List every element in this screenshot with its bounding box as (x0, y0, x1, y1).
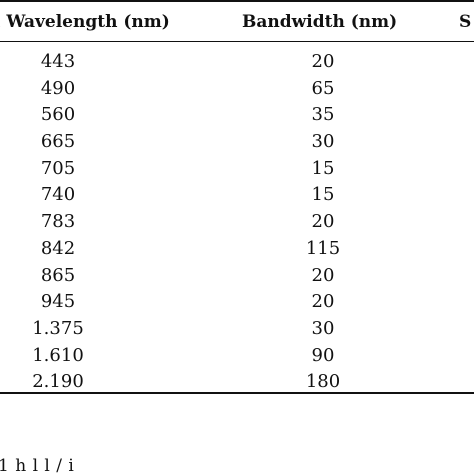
bandwidth-cell: 20 (311, 211, 335, 233)
table-row: 842 115 (0, 236, 474, 263)
wavelength-cell: 865 (40, 264, 76, 286)
table-body: 443 20 490 65 560 35 665 30 705 15 740 15 783 20 842 11… (0, 49, 474, 396)
table-row: 560 35 (0, 102, 474, 129)
table-row: 665 30 (0, 129, 474, 156)
header-third-column: S (459, 12, 472, 32)
wavelength-cell: 560 (40, 104, 76, 126)
header-bandwidth: Bandwidth (nm) (242, 12, 398, 32)
header-wavelength: l Wavelength (nm) (0, 12, 170, 32)
bandwidth-cell: 180 (305, 371, 341, 393)
wavelength-cell: 842 (40, 237, 76, 259)
table-row: 865 20 (0, 263, 474, 290)
bandwidth-cell: 30 (311, 131, 335, 153)
wavelength-cell: 2.190 (32, 371, 84, 393)
wavelength-cell: 740 (40, 184, 76, 206)
table-row: 783 20 (0, 209, 474, 236)
table-row: 1.375 30 (0, 316, 474, 343)
table-row: 740 15 (0, 182, 474, 209)
table-row: 945 20 (0, 289, 474, 316)
table-header-rule (0, 41, 474, 42)
wavelength-cell: 665 (40, 131, 76, 153)
table-row: 705 15 (0, 156, 474, 183)
wavelength-cell: 1.610 (32, 344, 84, 366)
table-row: 1.610 90 (0, 343, 474, 370)
bandwidth-cell: 90 (311, 344, 335, 366)
table-row: 490 65 (0, 76, 474, 103)
table-row: 443 20 (0, 49, 474, 76)
bandwidth-cell: 30 (311, 317, 335, 339)
bandwidth-cell: 20 (311, 264, 335, 286)
bandwidth-cell: 20 (311, 291, 335, 313)
table-bottom-rule (0, 392, 474, 394)
bandwidth-cell: 15 (311, 184, 335, 206)
wavelength-cell: 783 (40, 211, 76, 233)
caption-fragment: 1 h l l / i (0, 456, 75, 474)
wavelength-cell: 443 (40, 51, 76, 72)
bandwidth-cell: 15 (311, 157, 335, 179)
bandwidth-cell: 65 (311, 77, 335, 99)
wavelength-cell: 705 (40, 157, 76, 179)
table-row: 2.190 180 (0, 369, 474, 396)
wavelength-cell: 945 (40, 291, 76, 313)
bandwidth-cell: 115 (305, 237, 341, 259)
wavelength-cell: 490 (40, 77, 76, 99)
table-top-rule (0, 0, 474, 2)
wavelength-cell: 1.375 (32, 317, 84, 339)
bandwidth-cell: 20 (311, 51, 335, 72)
bandwidth-cell: 35 (311, 104, 335, 126)
